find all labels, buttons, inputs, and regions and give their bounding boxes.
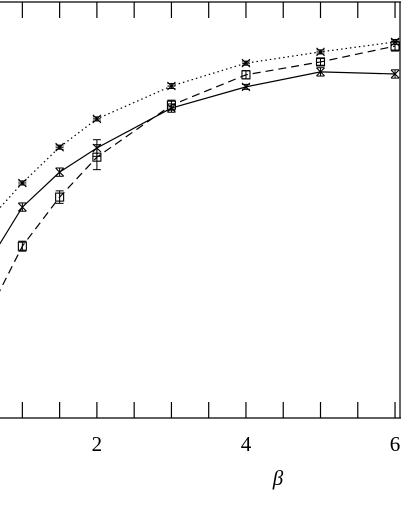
- marker-square: [92, 152, 102, 162]
- marker: [390, 37, 400, 47]
- error-bar: [316, 58, 325, 66]
- marker: [17, 202, 27, 212]
- marker: [315, 57, 326, 67]
- plot-area: [0, 37, 400, 292]
- marker: [316, 47, 325, 57]
- error-bar: [241, 70, 250, 80]
- series-line: [0, 45, 396, 292]
- series-line: [0, 41, 396, 209]
- x-axis-label: β: [272, 466, 284, 490]
- marker-square: [166, 100, 176, 110]
- x-tick-label: 2: [92, 432, 103, 456]
- marker: [92, 114, 102, 124]
- marker-stroke: [316, 67, 325, 77]
- marker: [92, 152, 102, 162]
- series-line: [0, 71, 396, 245]
- error-bar: [18, 240, 27, 252]
- marker: [17, 178, 27, 188]
- marker-square: [55, 192, 65, 202]
- marker-stroke: [17, 202, 27, 212]
- error-bar: [92, 144, 101, 171]
- marker: [241, 70, 251, 80]
- x-tick-label: 4: [241, 432, 252, 456]
- marker: [316, 67, 325, 77]
- marker: [17, 241, 27, 251]
- marker: [55, 167, 65, 177]
- marker-stroke: [241, 82, 251, 92]
- marker: [55, 142, 65, 152]
- marker: [166, 100, 176, 110]
- marker-square: [241, 70, 251, 80]
- marker-square: [315, 57, 326, 67]
- marker: [167, 81, 176, 91]
- marker-stroke: [390, 69, 400, 79]
- marker: [241, 58, 251, 68]
- marker: [241, 82, 251, 92]
- marker: [55, 192, 65, 202]
- marker-stroke: [55, 167, 65, 177]
- marker-square: [17, 241, 27, 251]
- error-bar: [167, 99, 176, 111]
- marker: [390, 69, 400, 79]
- x-tick-label: 6: [390, 432, 401, 456]
